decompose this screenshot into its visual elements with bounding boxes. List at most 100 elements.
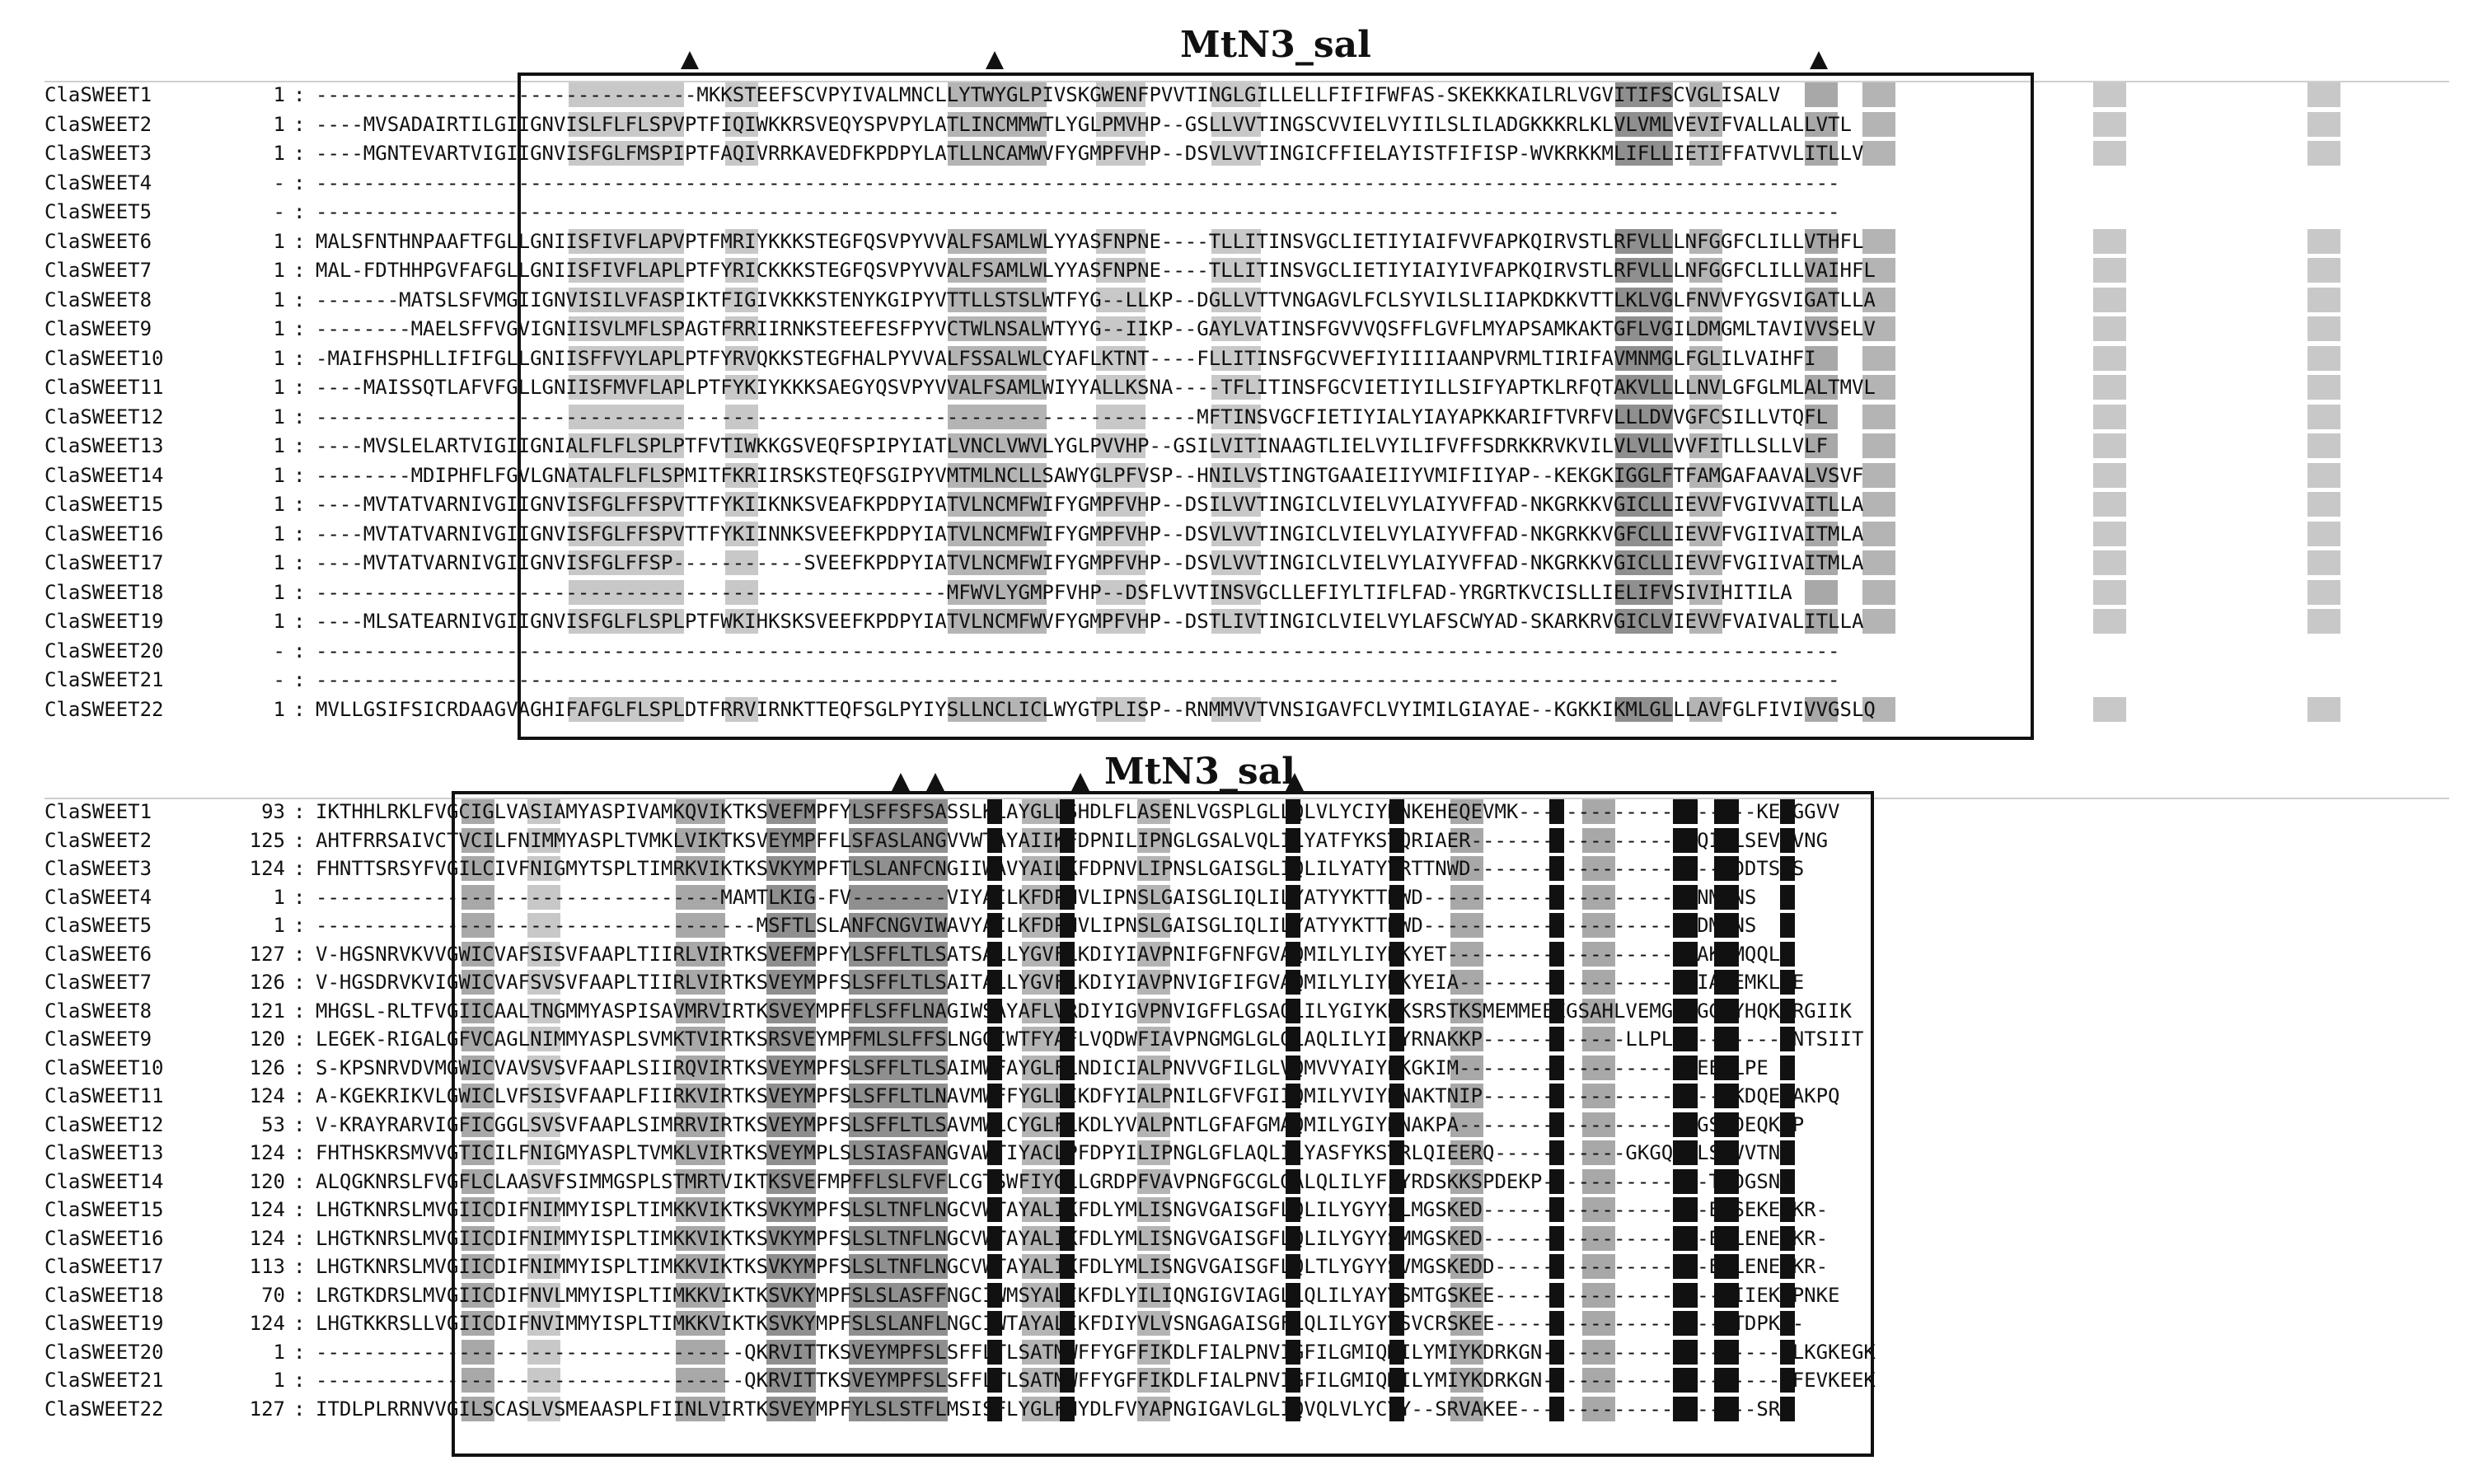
- sequence-name: ClaSWEET18: [45, 1283, 164, 1307]
- conservation-shade: [1862, 462, 1895, 488]
- conservation-shade: [725, 521, 758, 546]
- conservation-shade: [461, 799, 494, 824]
- conservation-shade: [1689, 316, 1722, 341]
- conservation-shade: [2093, 462, 2126, 488]
- sequence-name: ClaSWEET12: [45, 405, 164, 428]
- sequence-name: ClaSWEET2: [45, 828, 152, 852]
- aligned-sequence: LHGTKNRSLMVGIICDIFNIMMYISPLTIMKKVIKTKSVK…: [316, 1198, 1829, 1221]
- conservation-shade: [461, 970, 494, 995]
- conservation-shade: [1450, 856, 1483, 881]
- conservation-shade: [1096, 345, 1145, 371]
- conservation-shade: [527, 1055, 560, 1080]
- aligned-sequence: ----------------------------------------…: [316, 668, 1840, 691]
- conservation-shade: [1615, 316, 1673, 341]
- conservation-shade: [1450, 1368, 1483, 1393]
- conservation-shade: [1780, 1055, 1795, 1080]
- conservation-shade: [1689, 609, 1722, 634]
- conservation-shade: [1582, 856, 1615, 881]
- conservation-shade: [676, 799, 725, 824]
- conservation-shade: [676, 1197, 725, 1222]
- sequence-name: ClaSWEET5: [45, 200, 152, 223]
- start-position: 124: [249, 1141, 285, 1164]
- conservation-shade: [1862, 287, 1895, 312]
- block1-marker-1: [681, 51, 699, 69]
- conservation-shade: [1862, 696, 1895, 722]
- conservation-shade: [1689, 433, 1722, 458]
- conservation-shade: [987, 1225, 1002, 1251]
- conservation-shade: [1805, 492, 1838, 517]
- conservation-shade: [1582, 1339, 1615, 1365]
- conservation-shade: [849, 827, 948, 853]
- aligned-sequence: LHGTKKRSLLVGIICDIFNVIMMYISPLTIMKKVIKTKSV…: [316, 1312, 1805, 1335]
- conservation-shade: [1582, 1197, 1615, 1222]
- conservation-shade: [527, 1027, 560, 1051]
- start-position: 126: [249, 971, 285, 994]
- sequence-name: ClaSWEET17: [45, 1255, 164, 1278]
- conservation-shade: [1805, 111, 1838, 137]
- conservation-shade: [1389, 1027, 1404, 1051]
- conservation-shade: [1060, 1225, 1075, 1251]
- conservation-shade: [766, 1140, 816, 1165]
- conservation-shade: [849, 799, 948, 824]
- conservation-shade: [1582, 1368, 1615, 1393]
- conservation-shade: [527, 1311, 560, 1336]
- conservation-shade: [766, 884, 816, 910]
- conservation-shade: [1780, 998, 1795, 1023]
- conservation-shade: [1549, 1168, 1564, 1194]
- sequence-name: ClaSWEET9: [45, 317, 152, 340]
- conservation-shade: [1689, 696, 1722, 722]
- conservation-shade: [1714, 1112, 1739, 1137]
- conservation-shade: [676, 913, 725, 938]
- conservation-shade: [1211, 258, 1261, 283]
- conservation-shade: [2093, 579, 2126, 605]
- conservation-shade: [2093, 492, 2126, 517]
- conservation-shade: [1450, 913, 1483, 938]
- start-position: 1: [273, 463, 285, 487]
- conservation-shade: [1389, 1396, 1404, 1421]
- aligned-sequence: ----MVTATVARNIVGIIGNVISFGLFFSPVTTFYKIIKN…: [316, 493, 1864, 516]
- conservation-shade: [1862, 433, 1895, 458]
- conservation-shade: [1805, 433, 1838, 458]
- conservation-shade: [1673, 856, 1698, 881]
- conservation-shade: [1450, 884, 1483, 910]
- conservation-shade: [948, 258, 1047, 283]
- conservation-shade: [766, 1112, 816, 1137]
- conservation-shade: [1689, 550, 1722, 575]
- conservation-shade: [1060, 998, 1075, 1023]
- conservation-shade: [461, 1396, 494, 1421]
- conservation-shade: [849, 1027, 948, 1051]
- conservation-shade: [1450, 1396, 1483, 1421]
- aligned-sequence: ITDLPLRRNVVGILSCASLVSMEAASPLFIINLVIRTKSV…: [316, 1397, 1792, 1421]
- conservation-shade: [1673, 1112, 1698, 1137]
- conservation-shade: [725, 579, 758, 605]
- conservation-shade: [569, 316, 684, 341]
- conservation-shade: [1615, 404, 1673, 429]
- conservation-shade: [527, 998, 560, 1023]
- conservation-shade: [1060, 1254, 1075, 1279]
- conservation-shade: [849, 1055, 948, 1080]
- start-position: 1: [273, 405, 285, 428]
- block2-top-rule: [45, 798, 2449, 799]
- conservation-shade: [1389, 1311, 1404, 1336]
- separator-colon: :: [293, 1198, 306, 1221]
- conservation-shade: [1780, 970, 1795, 995]
- conservation-shade: [1805, 316, 1838, 341]
- conservation-shade: [1673, 970, 1698, 995]
- separator-colon: :: [293, 610, 306, 633]
- conservation-shade: [1286, 1084, 1300, 1108]
- conservation-shade: [1549, 1282, 1564, 1308]
- conservation-shade: [1211, 433, 1261, 458]
- aligned-sequence: -------------------------------------MSF…: [316, 914, 1757, 937]
- conservation-shade: [1286, 1311, 1300, 1336]
- conservation-shade: [1862, 141, 1895, 166]
- conservation-shade: [1549, 827, 1564, 853]
- sequence-name: ClaSWEET5: [45, 914, 152, 937]
- conservation-shade: [676, 1112, 725, 1137]
- conservation-shade: [1714, 1225, 1739, 1251]
- conservation-shade: [849, 1339, 948, 1365]
- separator-colon: :: [293, 1369, 306, 1392]
- separator-colon: :: [293, 668, 306, 691]
- conservation-shade: [1096, 696, 1145, 722]
- conservation-shade: [1805, 287, 1838, 312]
- conservation-shade: [987, 913, 1002, 938]
